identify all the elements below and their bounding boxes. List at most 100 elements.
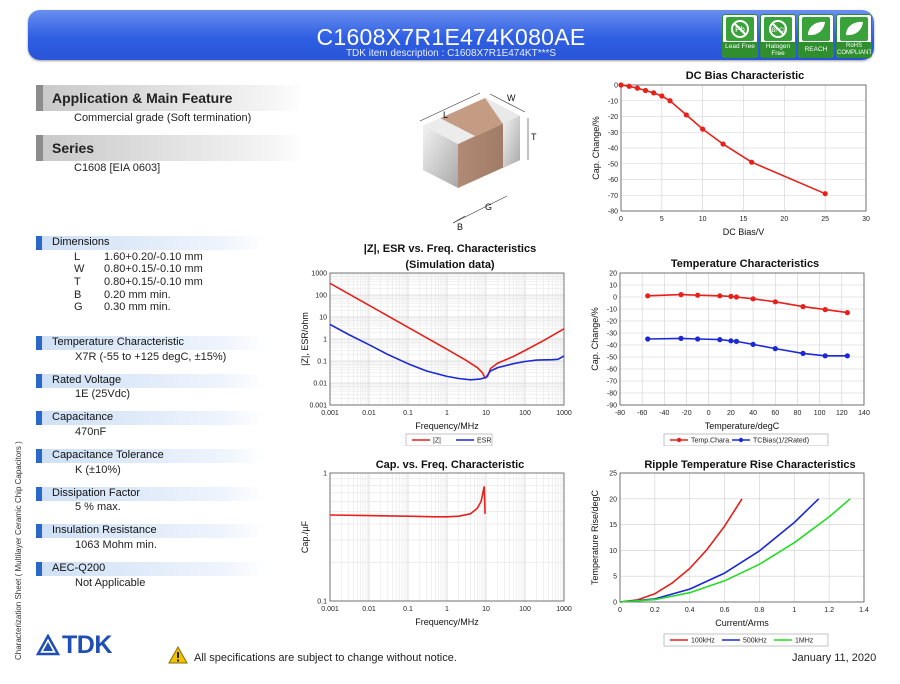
data-point (844, 353, 850, 359)
application-text: Commercial grade (Soft termination) (74, 112, 252, 124)
impedance-chart-subtitle: (Simulation data) (405, 259, 495, 271)
plot-frame (329, 272, 565, 406)
data-point (733, 338, 740, 344)
x-tick-label: 0.001 (321, 410, 339, 417)
data-point (695, 336, 701, 342)
legend-marker (676, 437, 682, 443)
y-tick-label: 15 (609, 522, 617, 529)
y-tick-label: -40 (608, 146, 618, 153)
reach-badge: REACH (798, 14, 834, 58)
y-tick-label: -10 (608, 98, 618, 105)
series-line (619, 498, 851, 603)
x-tick-label: 100 (814, 410, 826, 417)
series-line (647, 293, 848, 314)
data-point (733, 294, 740, 300)
temperature-chart-title: Temperature Characteristics (670, 258, 820, 270)
x-tick-label: 60 (771, 410, 779, 417)
header-banner: C1608X7R1E474K080AE TDK item description… (28, 10, 874, 60)
property-title: Capacitance Tolerance (52, 449, 164, 461)
y-tick-label: -10 (607, 307, 617, 314)
data-point (728, 338, 734, 344)
dim-label-t: T (531, 132, 537, 142)
dimension-value: 0.30 mm min. (104, 301, 171, 313)
dim-label-w: W (507, 93, 516, 103)
series-heading: Series (36, 135, 304, 161)
x-tick-label: 15 (740, 216, 748, 223)
rohs-label: RoHS COMPLIANT (837, 42, 872, 57)
x-tick-label: 0.8 (755, 607, 765, 614)
footer-note: All specifications are subject to change… (194, 652, 457, 664)
y-tick-label: -80 (608, 209, 618, 216)
x-tick-label: -60 (637, 410, 647, 417)
aec-q200-value: Not Applicable (75, 577, 146, 589)
ripple-chart-title: Ripple Temperature Rise Characteristics (644, 459, 856, 471)
data-point (720, 141, 726, 147)
x-tick-label: 1000 (556, 410, 572, 417)
x-tick-label: -40 (659, 410, 669, 417)
series-line (620, 84, 826, 195)
dimension-row: G 0.30 mm min. (74, 301, 171, 313)
x-tick-label: 0.2 (650, 607, 660, 614)
x-tick-label: 1 (445, 410, 449, 417)
legend-label: Temp.Chara. (691, 438, 731, 445)
data-point (678, 335, 684, 341)
plot-frame (620, 84, 867, 212)
data-point (678, 292, 684, 298)
dimensions-heading: Dimensions (36, 236, 266, 250)
data-point (772, 299, 778, 305)
capacitance-tolerance-heading: Capacitance Tolerance (36, 449, 266, 463)
x-tick-label: 20 (780, 216, 788, 223)
y-tick-label: -80 (607, 391, 617, 398)
x-tick-label: 0.1 (403, 410, 413, 417)
dimension-value: 0.80+0.15/-0.10 mm (104, 263, 203, 275)
property-title: Capacitance (52, 411, 114, 423)
impedance-chart: 0.001 0.01 0.1 1 10 100 1000 0.001 0.01 0.1 1 10 100… (300, 271, 572, 446)
y-tick-label: 5 (613, 574, 617, 581)
dimension-value: 0.20 mm min. (104, 289, 171, 301)
footer-date: January 11, 2020 (792, 652, 877, 664)
property-title: AEC-Q200 (52, 562, 106, 574)
data-point (659, 93, 665, 99)
series-line (647, 337, 848, 357)
tdk-logo: TDK (36, 631, 136, 659)
dimension-row: W 0.80+0.15/-0.10 mm (74, 263, 203, 275)
series-line (329, 485, 486, 518)
x-tick-label: 120 (836, 410, 848, 417)
dimensions-title: Dimensions (52, 236, 110, 248)
series-line (329, 323, 565, 381)
x-tick-label: 0.001 (321, 606, 339, 613)
plot-frame (329, 472, 565, 602)
y-tick-label: 0 (614, 83, 618, 90)
data-point (683, 112, 689, 118)
y-tick-label: -20 (608, 114, 618, 121)
y-tick-label: 10 (609, 548, 617, 555)
capacitance-tolerance-value: K (±10%) (75, 464, 121, 476)
item-description: TDK item description : C1608X7R1E474KT**… (345, 48, 557, 59)
legend-label: 100kHz (691, 638, 715, 645)
y-tick-label: -50 (608, 161, 618, 168)
x-tick-label: 0.01 (362, 606, 376, 613)
data-point (800, 350, 806, 356)
data-point (844, 310, 850, 316)
dim-label-b: B (457, 222, 463, 232)
series-text: C1608 [EIA 0603] (74, 162, 161, 174)
dim-label-g: G (485, 202, 492, 212)
y-tick-label: 0 (613, 600, 617, 607)
plot-frame (619, 472, 865, 603)
legend-box (405, 433, 493, 446)
halogen-free-label: Halogen Free (761, 42, 795, 57)
x-axis-label: Current/Arms (715, 618, 769, 628)
dimension-key: T (74, 276, 81, 288)
series-title: Series (52, 140, 95, 156)
x-tick-label: 1 (445, 606, 449, 613)
data-point (667, 98, 673, 104)
y-tick-label: -70 (608, 193, 618, 200)
ripple-chart: 0 0.2 0.4 0.6 0.8 1 1.2 1.4 0 5 10 15 20 25 Current/Ar… (590, 471, 869, 647)
insulation-resistance-value: 1063 Mohm min. (75, 539, 157, 551)
part-number: C1608X7R1E474K080AE (316, 24, 586, 50)
x-axis-label: DC Bias/V (723, 227, 765, 237)
dissipation-factor-heading: Dissipation Factor (36, 487, 266, 501)
plot-frame (619, 272, 865, 406)
dimension-value: 0.80+0.15/-0.10 mm (104, 276, 203, 288)
y-tick-label: -60 (608, 177, 618, 184)
